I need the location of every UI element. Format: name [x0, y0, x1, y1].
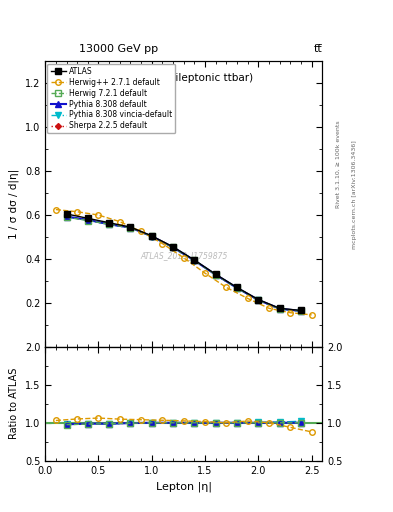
Herwig++ 2.7.1 default	[182, 255, 186, 261]
Text: Rivet 3.1.10, ≥ 100k events: Rivet 3.1.10, ≥ 100k events	[336, 120, 341, 208]
Pythia 8.308 default	[85, 217, 90, 223]
Herwig++ 2.7.1 default	[266, 305, 271, 311]
Herwig 7.2.1 default	[107, 221, 112, 227]
Herwig++ 2.7.1 default	[309, 312, 314, 318]
Herwig++ 2.7.1 default	[75, 209, 79, 215]
Sherpa 2.2.5 default	[213, 272, 218, 278]
Sherpa 2.2.5 default	[128, 225, 133, 231]
Herwig++ 2.7.1 default	[160, 241, 165, 247]
Herwig 7.2.1 default	[235, 285, 239, 291]
ATLAS	[64, 211, 69, 217]
Sherpa 2.2.5 default	[256, 297, 261, 303]
Herwig++ 2.7.1 default	[139, 228, 143, 234]
ATLAS	[149, 233, 154, 239]
X-axis label: Lepton |η|: Lepton |η|	[156, 481, 212, 492]
Line: Herwig++ 2.7.1 default: Herwig++ 2.7.1 default	[53, 207, 314, 317]
Sherpa 2.2.5 default	[64, 214, 69, 220]
Sherpa 2.2.5 default	[107, 221, 112, 227]
Legend: ATLAS, Herwig++ 2.7.1 default, Herwig 7.2.1 default, Pythia 8.308 default, Pythi: ATLAS, Herwig++ 2.7.1 default, Herwig 7.…	[48, 63, 175, 134]
Text: tt̅: tt̅	[314, 44, 322, 54]
Pythia 8.308 default	[235, 285, 239, 291]
Herwig++ 2.7.1 default	[288, 310, 293, 316]
Pythia 8.308 vincia-default	[149, 233, 154, 240]
Line: Pythia 8.308 vincia-default: Pythia 8.308 vincia-default	[64, 214, 304, 314]
Herwig 7.2.1 default	[213, 272, 218, 278]
Y-axis label: Ratio to ATLAS: Ratio to ATLAS	[9, 368, 19, 439]
Herwig++ 2.7.1 default	[245, 295, 250, 302]
Pythia 8.308 vincia-default	[277, 306, 282, 312]
Sherpa 2.2.5 default	[192, 258, 197, 264]
ATLAS	[128, 224, 133, 230]
Text: 13000 GeV pp: 13000 GeV pp	[79, 44, 158, 54]
ATLAS	[85, 215, 90, 221]
Y-axis label: 1 / σ dσ / d|η|: 1 / σ dσ / d|η|	[9, 169, 19, 239]
Text: ATLAS_2019_I1759875: ATLAS_2019_I1759875	[140, 251, 228, 260]
Sherpa 2.2.5 default	[85, 217, 90, 223]
Pythia 8.308 vincia-default	[192, 258, 197, 264]
Line: Pythia 8.308 default: Pythia 8.308 default	[64, 214, 304, 314]
Herwig 7.2.1 default	[256, 297, 261, 303]
ATLAS	[277, 305, 282, 311]
Sherpa 2.2.5 default	[277, 306, 282, 312]
Pythia 8.308 vincia-default	[213, 272, 218, 278]
Pythia 8.308 default	[171, 244, 175, 250]
Herwig++ 2.7.1 default	[118, 219, 122, 225]
Sherpa 2.2.5 default	[149, 233, 154, 240]
ATLAS	[256, 296, 261, 303]
Pythia 8.308 default	[128, 224, 133, 230]
Line: Herwig 7.2.1 default: Herwig 7.2.1 default	[64, 215, 304, 314]
Pythia 8.308 vincia-default	[107, 221, 112, 227]
Herwig 7.2.1 default	[149, 233, 154, 240]
ATLAS	[171, 244, 175, 250]
Herwig++ 2.7.1 default	[53, 206, 58, 212]
Pythia 8.308 default	[107, 221, 112, 227]
Pythia 8.308 default	[256, 297, 261, 303]
Pythia 8.308 vincia-default	[128, 225, 133, 231]
Pythia 8.308 vincia-default	[299, 308, 303, 314]
ATLAS	[192, 257, 197, 263]
Pythia 8.308 default	[64, 214, 69, 220]
Sherpa 2.2.5 default	[171, 244, 175, 250]
Pythia 8.308 vincia-default	[256, 297, 261, 303]
Herwig 7.2.1 default	[171, 244, 175, 250]
Sherpa 2.2.5 default	[299, 308, 303, 314]
Herwig 7.2.1 default	[64, 214, 69, 220]
Herwig++ 2.7.1 default	[203, 270, 208, 276]
ATLAS	[299, 307, 303, 313]
Pythia 8.308 vincia-default	[171, 244, 175, 250]
Herwig 7.2.1 default	[85, 218, 90, 224]
ATLAS	[107, 220, 112, 226]
Herwig 7.2.1 default	[299, 308, 303, 314]
Herwig 7.2.1 default	[277, 306, 282, 312]
Line: Sherpa 2.2.5 default: Sherpa 2.2.5 default	[64, 215, 303, 313]
Pythia 8.308 vincia-default	[85, 217, 90, 223]
Text: mcplots.cern.ch [arXiv:1306.3436]: mcplots.cern.ch [arXiv:1306.3436]	[352, 140, 357, 249]
ATLAS	[213, 271, 218, 278]
Herwig 7.2.1 default	[192, 258, 197, 264]
Pythia 8.308 default	[213, 272, 218, 278]
Line: ATLAS: ATLAS	[64, 211, 304, 313]
Pythia 8.308 default	[299, 308, 303, 314]
Pythia 8.308 default	[192, 258, 197, 264]
Herwig++ 2.7.1 default	[96, 212, 101, 218]
Text: ηℓ (ATLAS dileptonic ttbar): ηℓ (ATLAS dileptonic ttbar)	[115, 73, 253, 83]
Herwig++ 2.7.1 default	[224, 284, 229, 290]
Herwig 7.2.1 default	[128, 225, 133, 231]
ATLAS	[235, 284, 239, 290]
Pythia 8.308 vincia-default	[235, 285, 239, 291]
Pythia 8.308 default	[277, 306, 282, 312]
Sherpa 2.2.5 default	[235, 285, 239, 291]
Pythia 8.308 default	[149, 233, 154, 240]
Pythia 8.308 vincia-default	[64, 214, 69, 220]
